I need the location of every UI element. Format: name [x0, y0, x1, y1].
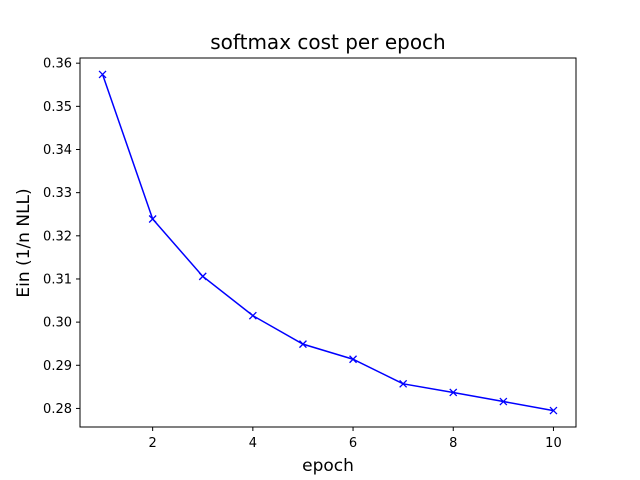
data-point-marker	[98, 70, 107, 79]
x-tick-label: 8	[449, 436, 457, 451]
data-point-marker	[349, 355, 358, 364]
y-tick-label: 0.35	[43, 100, 72, 115]
x-axis: 2 4 6 8 10	[149, 427, 562, 451]
y-tick-label: 0.30	[43, 316, 72, 331]
data-point-marker	[148, 215, 157, 223]
data-point-marker	[499, 397, 508, 406]
data-point-marker	[549, 406, 558, 415]
x-tick-label: 10	[545, 436, 562, 451]
plot-area	[98, 70, 558, 415]
y-tick-label: 0.34	[43, 143, 72, 158]
x-tick-label: 6	[349, 436, 357, 451]
x-tick-label: 4	[249, 436, 257, 451]
data-point-marker	[399, 379, 408, 388]
x-axis-label: epoch	[302, 456, 354, 476]
y-axis: 0.28 0.29 0.30 0.31 0.32 0.33 0.34 0.35 0.36	[43, 57, 80, 417]
y-tick-label: 0.29	[43, 359, 72, 374]
series-line	[101, 74, 554, 412]
data-point-marker	[248, 311, 257, 320]
y-tick-label: 0.32	[43, 229, 72, 244]
chart-title: softmax cost per epoch	[210, 30, 445, 54]
y-tick-label: 0.33	[43, 186, 72, 201]
axes-frame	[79, 57, 577, 428]
data-point-marker	[298, 340, 307, 349]
y-tick-label: 0.28	[43, 402, 72, 417]
y-tick-label: 0.31	[43, 272, 72, 287]
data-point-marker	[449, 388, 458, 397]
y-axis-label: Ein (1/n NLL)	[14, 188, 34, 297]
x-tick-label: 2	[149, 436, 157, 451]
y-tick-label: 0.36	[43, 57, 72, 72]
data-point-marker	[198, 272, 207, 281]
